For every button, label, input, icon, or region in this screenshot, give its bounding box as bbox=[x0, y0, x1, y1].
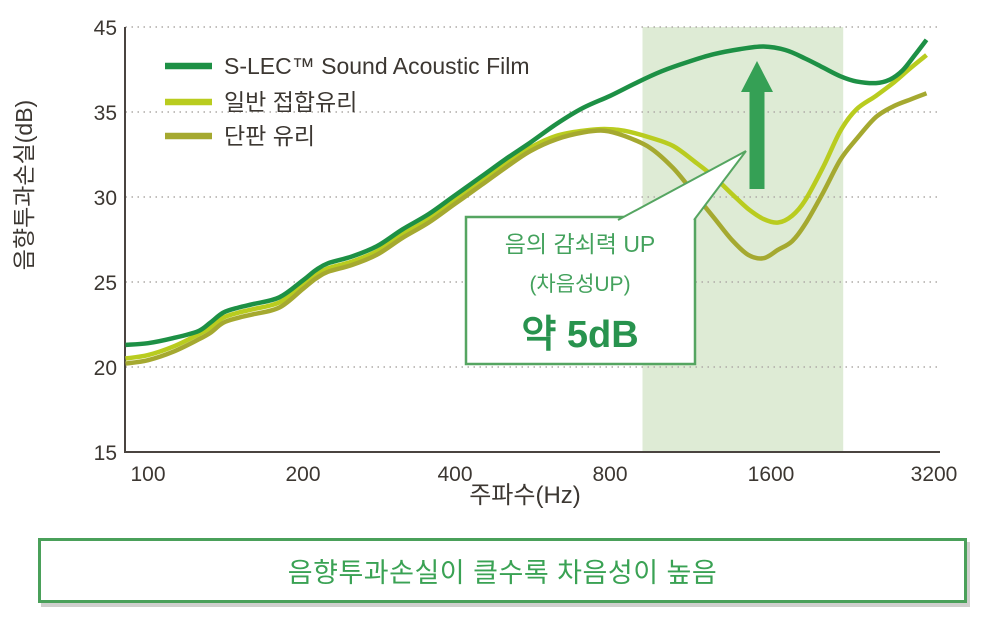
transmission-loss-chart: 45 35 30 25 20 15 100 200 400 800 1600 3200 음의 감쇠력… bbox=[11, 17, 957, 509]
x-tick-label-3200: 3200 bbox=[911, 463, 958, 486]
legend-label-laminated-glass: 일반 접합유리 bbox=[224, 89, 357, 115]
annotation-box-frame bbox=[464, 215, 697, 366]
y-tick-label-20: 20 bbox=[94, 357, 117, 380]
annotation-line-1: 음의 감쇠력 UP bbox=[505, 231, 656, 257]
x-axis-title: 주파수(Hz) bbox=[469, 482, 581, 509]
x-tick-label-1600: 1600 bbox=[748, 463, 795, 486]
y-tick-label-30: 30 bbox=[94, 187, 117, 210]
y-tick-label-15: 15 bbox=[94, 442, 117, 465]
callout-pointer-edge bbox=[617, 150, 747, 221]
legend: S-LEC™ Sound Acoustic Film 일반 접합유리 단판 유리 bbox=[165, 53, 530, 149]
up-arrow-icon bbox=[741, 61, 773, 189]
banner: 음향투과손실이 클수록 차음성이 높음 bbox=[38, 538, 967, 603]
annotation-line-3: 약 5dB bbox=[521, 314, 638, 356]
curve-laminated-glass bbox=[125, 53, 928, 361]
x-tick-label-100: 100 bbox=[130, 463, 165, 486]
annotation-box: 음의 감쇠력 UP (차음성UP) 약 5dB bbox=[464, 150, 747, 366]
x-tick-label-200: 200 bbox=[285, 463, 320, 486]
x-tick-labels: 100 200 400 800 1600 3200 bbox=[130, 463, 957, 486]
curve-single-glass bbox=[125, 91, 928, 366]
y-tick-label-25: 25 bbox=[94, 272, 117, 295]
y-axis-title: 음향투과손실(dB) bbox=[11, 100, 37, 270]
annotation-line-2: (차음성UP) bbox=[529, 273, 630, 296]
chart-area: 45 35 30 25 20 15 100 200 400 800 1600 3200 음의 감쇠력… bbox=[11, 17, 957, 509]
data-curves bbox=[125, 38, 929, 366]
legend-label-s-lec: S-LEC™ Sound Acoustic Film bbox=[224, 53, 530, 79]
x-tick-label-800: 800 bbox=[592, 463, 627, 486]
curve-s-lec-film bbox=[125, 38, 929, 348]
x-tick-label-400: 400 bbox=[437, 463, 472, 486]
legend-label-single-glass: 단판 유리 bbox=[224, 123, 315, 149]
y-tick-label-45: 45 bbox=[94, 17, 117, 40]
y-tick-label-35: 35 bbox=[94, 102, 117, 125]
banner-text: 음향투과손실이 클수록 차음성이 높음 bbox=[287, 558, 718, 588]
gridlines bbox=[125, 26, 940, 368]
y-tick-labels: 45 35 30 25 20 15 bbox=[94, 17, 117, 465]
callout-pointer-edge bbox=[693, 150, 747, 221]
